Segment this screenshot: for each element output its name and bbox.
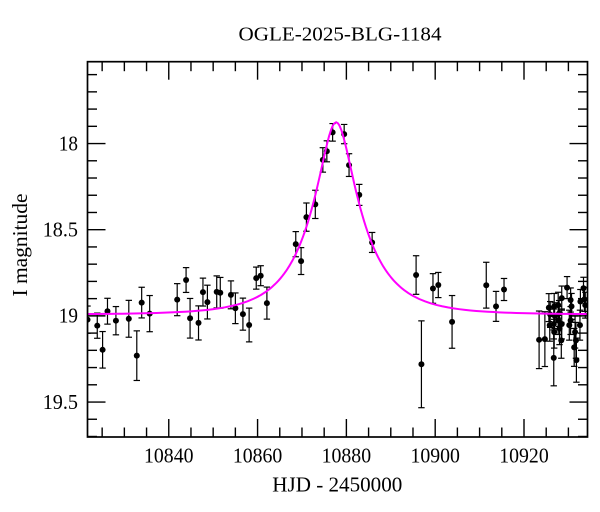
data-point-marker bbox=[536, 336, 543, 343]
data-point bbox=[448, 294, 456, 349]
data-point-marker bbox=[558, 295, 565, 302]
plot-title: OGLE-2025-BLG-1184 bbox=[239, 23, 442, 45]
y-tick-label: 18 bbox=[59, 131, 78, 155]
data-point-marker bbox=[572, 329, 579, 336]
data-point bbox=[566, 309, 573, 341]
data-point-marker bbox=[541, 336, 548, 343]
x-axis-label: HJD - 2450000 bbox=[272, 472, 402, 496]
data-point bbox=[297, 247, 305, 276]
plot-frame bbox=[86, 60, 589, 438]
data-point bbox=[133, 330, 140, 382]
data-point-marker bbox=[581, 296, 588, 303]
data-point bbox=[558, 285, 565, 311]
data-point-marker bbox=[253, 275, 260, 282]
data-points bbox=[87, 122, 588, 409]
data-point bbox=[217, 276, 224, 309]
data-point bbox=[263, 286, 271, 320]
data-point bbox=[257, 265, 264, 287]
x-tick-label: 10920 bbox=[499, 444, 548, 468]
data-point-marker bbox=[104, 308, 111, 315]
data-point bbox=[541, 311, 549, 368]
data-point bbox=[418, 320, 425, 409]
data-point bbox=[429, 273, 437, 304]
data-point-marker bbox=[292, 241, 299, 248]
y-tick-label: 19 bbox=[59, 304, 78, 328]
data-point bbox=[232, 292, 239, 325]
data-point-marker bbox=[483, 282, 490, 289]
data-point-marker bbox=[501, 286, 508, 293]
data-point bbox=[104, 297, 111, 325]
data-point-marker bbox=[239, 311, 246, 318]
data-point-marker bbox=[573, 357, 580, 364]
data-point-marker bbox=[133, 352, 140, 359]
data-point-marker bbox=[199, 289, 206, 296]
data-point bbox=[550, 329, 557, 387]
data-point-marker bbox=[558, 320, 565, 327]
data-point-marker bbox=[195, 319, 202, 326]
data-point bbox=[545, 293, 553, 323]
data-point-marker bbox=[550, 354, 557, 361]
data-point-marker bbox=[298, 258, 305, 265]
data-point bbox=[492, 290, 500, 322]
data-point bbox=[483, 261, 490, 309]
data-point bbox=[245, 307, 253, 343]
x-tick-label: 10840 bbox=[144, 444, 193, 468]
data-point bbox=[570, 327, 578, 367]
axis-ticks bbox=[87, 61, 588, 438]
y-tick-label: 18.5 bbox=[43, 218, 78, 242]
data-point-marker bbox=[217, 289, 224, 296]
data-point bbox=[563, 275, 571, 300]
axis-tick-labels: 10840 10860 10880 10900 10920 18 18.5 19 19.5 bbox=[43, 131, 549, 467]
data-point bbox=[138, 286, 145, 319]
x-tick-label: 10860 bbox=[233, 444, 282, 468]
data-point bbox=[199, 277, 207, 307]
data-point bbox=[412, 255, 420, 295]
data-point bbox=[112, 305, 120, 336]
data-point-marker bbox=[112, 317, 119, 324]
data-point-marker bbox=[174, 296, 181, 303]
data-point bbox=[182, 267, 190, 294]
data-point-marker bbox=[493, 303, 500, 310]
data-point-marker bbox=[576, 322, 583, 329]
data-point-marker bbox=[571, 344, 578, 351]
data-point-marker bbox=[418, 361, 425, 368]
x-tick-label: 10900 bbox=[410, 444, 459, 468]
data-point-marker bbox=[580, 285, 587, 292]
data-point-marker bbox=[564, 284, 571, 291]
data-point bbox=[173, 283, 181, 317]
data-point bbox=[186, 297, 194, 339]
data-point-marker bbox=[435, 282, 442, 289]
data-point-marker bbox=[204, 299, 211, 306]
data-point bbox=[535, 310, 543, 370]
y-tick-label: 19.5 bbox=[43, 390, 78, 414]
data-point-marker bbox=[187, 315, 194, 322]
data-point-marker bbox=[566, 322, 573, 329]
data-point-marker bbox=[413, 272, 420, 279]
data-point-marker bbox=[263, 300, 270, 307]
x-tick-label: 10880 bbox=[322, 444, 371, 468]
data-point-marker bbox=[567, 297, 574, 304]
y-axis-label: I magnitude bbox=[8, 194, 32, 297]
data-point bbox=[125, 299, 132, 338]
data-point bbox=[204, 284, 211, 320]
data-point-marker bbox=[582, 302, 588, 309]
data-point bbox=[99, 330, 106, 369]
data-point bbox=[435, 271, 442, 299]
model-curve bbox=[87, 121, 588, 316]
data-point-marker bbox=[257, 272, 264, 279]
data-point-marker bbox=[449, 318, 456, 325]
data-point bbox=[500, 277, 508, 302]
data-point-marker bbox=[429, 285, 436, 292]
data-point bbox=[253, 266, 260, 290]
data-point-marker bbox=[138, 299, 145, 306]
data-point-marker bbox=[232, 305, 239, 312]
data-point-marker bbox=[94, 322, 101, 329]
data-point-marker bbox=[125, 315, 132, 322]
data-point-marker bbox=[246, 321, 253, 328]
data-point-marker bbox=[183, 277, 190, 284]
data-point bbox=[94, 312, 101, 339]
data-point-marker bbox=[99, 346, 106, 353]
